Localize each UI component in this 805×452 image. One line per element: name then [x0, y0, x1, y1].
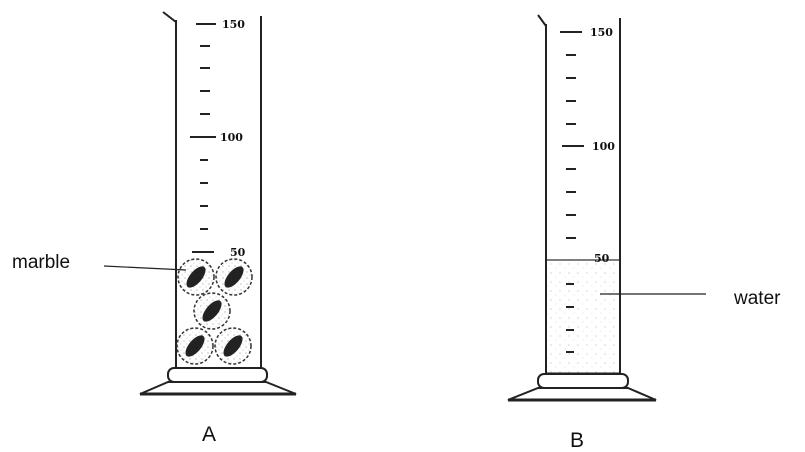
cylinder-b-lip — [537, 14, 547, 27]
cylinder-b-caption: B — [570, 429, 584, 452]
cylinder-a-lip — [162, 11, 177, 23]
cylinder-a-base-foot — [139, 381, 297, 395]
marble — [215, 258, 253, 296]
cylinder-b-label-100: 100 — [592, 140, 615, 153]
cylinder-a-label-100: 100 — [220, 131, 243, 144]
cylinder-a-label-50: 50 — [230, 246, 246, 259]
marble — [214, 327, 252, 365]
marble — [177, 258, 215, 296]
water-label: water — [733, 288, 781, 309]
marble-label: marble — [12, 252, 70, 273]
marble — [176, 327, 214, 365]
cylinder-b-label-150: 150 — [590, 26, 613, 39]
cylinder-b: 150 100 50 water B — [507, 14, 781, 452]
cylinder-b-label-50: 50 — [594, 252, 610, 265]
cylinder-a-base-collar — [167, 367, 268, 383]
cylinder-b-scale — [560, 31, 584, 353]
cylinder-b-base-collar — [537, 373, 629, 389]
marbles — [176, 258, 253, 365]
marble-pointer — [103, 265, 187, 271]
cylinder-a-caption: A — [202, 423, 216, 446]
water-column — [546, 260, 620, 374]
cylinder-a: 150 100 50 — [12, 11, 297, 446]
cylinder-b-base-foot — [507, 387, 657, 401]
marble — [193, 292, 231, 330]
cylinder-a-label-150: 150 — [222, 18, 245, 31]
cylinder-a-scale — [190, 23, 216, 253]
